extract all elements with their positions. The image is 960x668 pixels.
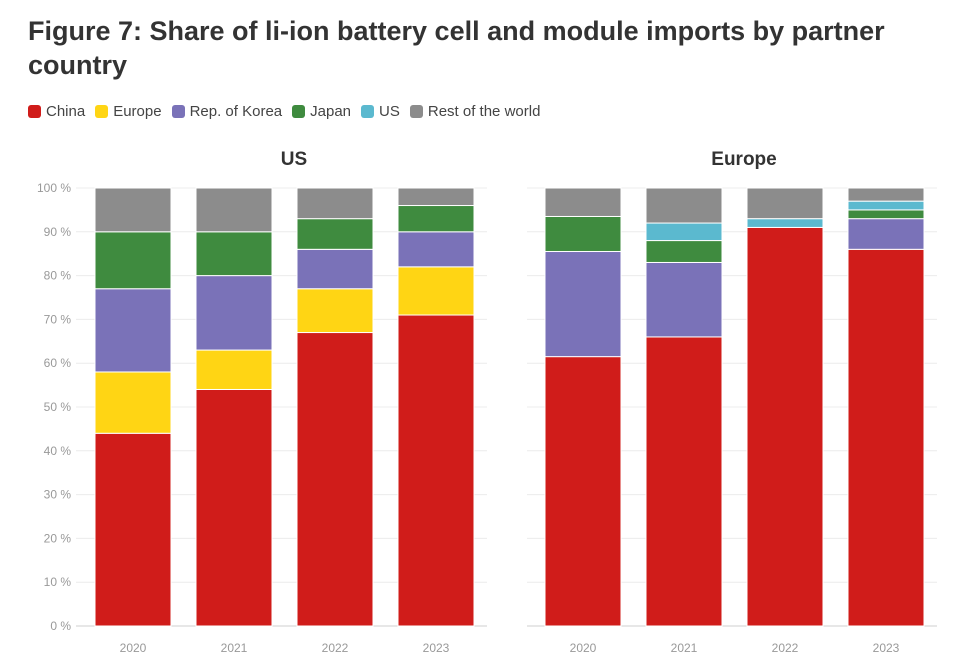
y-tick-label: 60 % xyxy=(44,356,72,370)
bar-segment xyxy=(645,261,723,338)
y-tick-label: 40 % xyxy=(44,444,72,458)
y-tick-label: 70 % xyxy=(44,312,72,326)
legend-swatch xyxy=(171,105,185,118)
bar-segment xyxy=(645,336,723,627)
legend-swatch xyxy=(28,105,41,118)
legend-item: US xyxy=(361,103,400,120)
x-tick-label: 2020 xyxy=(570,641,597,655)
bar-segment xyxy=(847,209,925,220)
y-tick-label: 10 % xyxy=(44,575,72,589)
y-tick-label: 30 % xyxy=(44,488,72,502)
bar-segment xyxy=(397,187,475,207)
legend-swatch xyxy=(95,105,109,118)
bar-segment xyxy=(544,251,622,358)
bar-segment xyxy=(195,349,273,390)
bar-segment xyxy=(746,218,824,228)
bar-segment xyxy=(847,248,925,627)
bar-segment xyxy=(746,187,824,220)
legend-item: Rest of the world xyxy=(409,103,541,120)
bar-segment xyxy=(195,187,273,233)
legend-swatch xyxy=(409,105,423,118)
bar-segment xyxy=(645,240,723,263)
bar-segment xyxy=(296,248,374,290)
bar-segment xyxy=(544,215,622,253)
bar-segment xyxy=(397,205,475,233)
x-tick-label: 2020 xyxy=(120,641,147,655)
bar-segment xyxy=(847,200,925,211)
bar-segment xyxy=(94,231,172,290)
y-tick-label: 80 % xyxy=(44,269,72,283)
bar-segment xyxy=(94,432,172,627)
bar-segment xyxy=(195,231,273,277)
bar-segment xyxy=(296,332,374,627)
bar-segment xyxy=(195,388,273,627)
bar-segment xyxy=(94,371,172,434)
y-tick-label: 50 % xyxy=(44,400,72,414)
legend-item: Europe xyxy=(95,103,162,120)
y-tick-label: 90 % xyxy=(44,225,72,239)
panel-title-europe: Europe xyxy=(711,149,777,170)
panel-title-us: US xyxy=(280,149,308,170)
x-tick-label: 2023 xyxy=(873,641,900,655)
y-tick-label: 20 % xyxy=(44,531,72,545)
y-tick-label: 0 % xyxy=(50,619,71,633)
bar-segment xyxy=(544,187,622,217)
bar-segment xyxy=(645,222,723,242)
bar-segment xyxy=(544,356,622,627)
legend: China Europe Rep. of Korea Japan US Rest of t… xyxy=(28,103,550,120)
chart-title: Figure 7: Share of li-ion battery cell a… xyxy=(28,16,885,80)
bar-segment xyxy=(645,187,723,224)
bar-segment xyxy=(397,231,475,268)
bar-segment xyxy=(94,187,172,233)
legend-label: China xyxy=(46,103,86,120)
bar-segment xyxy=(94,288,172,373)
bar-segment xyxy=(746,226,824,627)
legend-item: Rep. of Korea xyxy=(171,103,283,120)
legend-swatch xyxy=(292,105,306,118)
bar-segment xyxy=(296,288,374,334)
bar-segment xyxy=(296,187,374,220)
legend-label: Rest of the world xyxy=(427,103,541,120)
x-tick-label: 2023 xyxy=(423,641,450,655)
bar-segment xyxy=(397,266,475,316)
legend-item: Japan xyxy=(292,103,351,120)
legend-label: US xyxy=(379,103,400,120)
x-tick-label: 2022 xyxy=(322,641,349,655)
legend-label: Rep. of Korea xyxy=(189,103,283,120)
legend-swatch xyxy=(361,105,375,118)
legend-item: China xyxy=(28,103,85,120)
y-tick-label: 100 % xyxy=(37,181,71,195)
bar-segment xyxy=(847,218,925,250)
legend-label: Japan xyxy=(310,103,352,120)
x-tick-label: 2022 xyxy=(772,641,799,655)
bar-segment xyxy=(847,187,925,202)
bar-segment xyxy=(296,218,374,250)
x-tick-label: 2021 xyxy=(671,641,698,655)
bar-segment xyxy=(397,314,475,627)
bar-segment xyxy=(195,275,273,351)
x-tick-label: 2021 xyxy=(221,641,248,655)
legend-label: Europe xyxy=(113,103,162,120)
